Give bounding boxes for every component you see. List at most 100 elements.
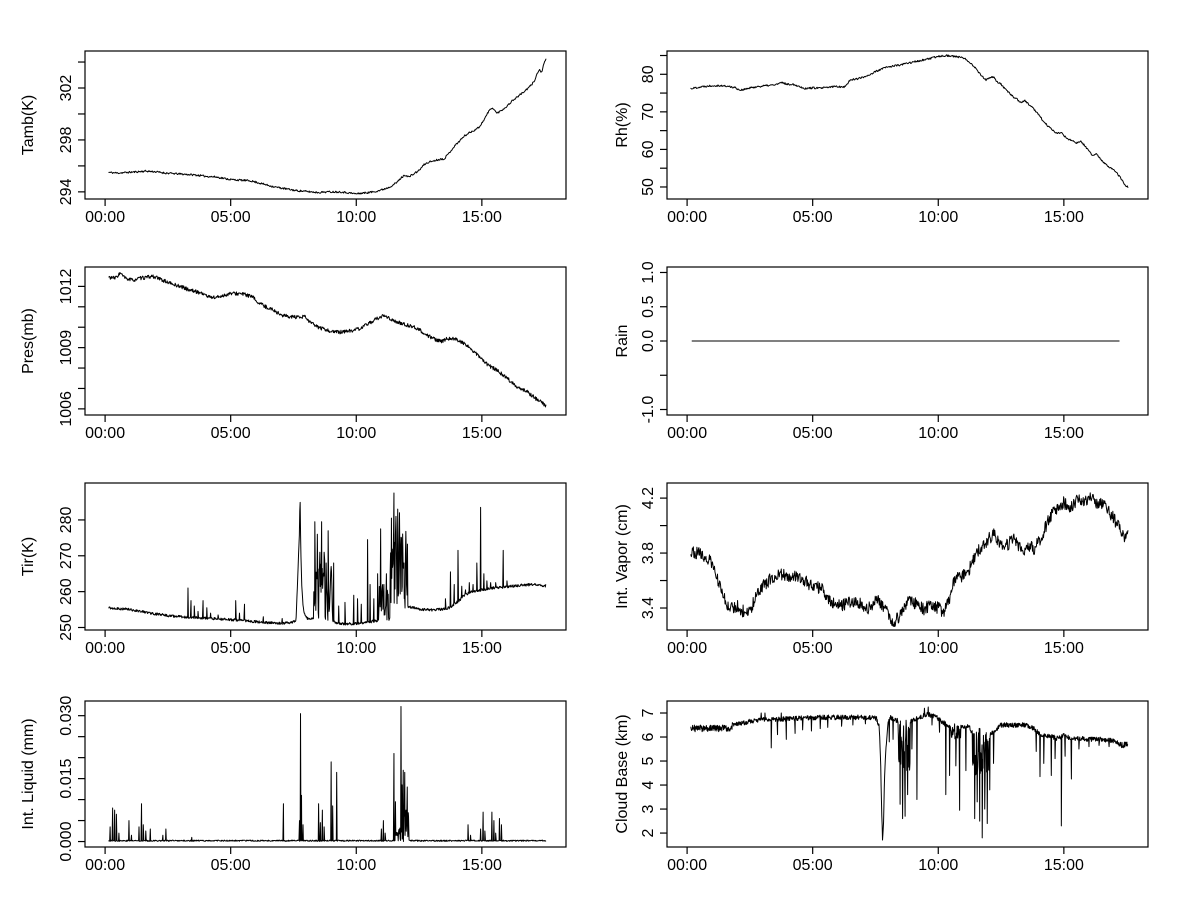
y-tick-label: 1009	[58, 330, 75, 366]
data-series-line	[690, 54, 1129, 188]
x-tick-label: 05:00	[211, 425, 251, 442]
y-tick-label: 80	[640, 65, 657, 83]
y-axis-title: Tamb(K)	[20, 95, 37, 155]
x-tick-label: 10:00	[918, 209, 958, 225]
x-tick-label: 15:00	[462, 857, 502, 874]
y-axis-title: Rh(%)	[614, 102, 631, 147]
x-tick-label: 00:00	[667, 209, 707, 225]
x-tick-label: 00:00	[667, 425, 707, 442]
x-tick-label: 05:00	[793, 857, 833, 874]
y-tick-label: 1012	[58, 268, 75, 304]
x-tick-label: 15:00	[1044, 857, 1084, 874]
panel-cloud-base: 00:00 05:00 10:00 15:00 2 3 4 5 6 7 Cloud Base (km…	[600, 675, 1200, 900]
x-tick-label: 15:00	[462, 209, 502, 225]
x-tick-label: 10:00	[918, 640, 958, 657]
cloud-base-km-plot: 00:00 05:00 10:00 15:00 2 3 4 5 6 7 Cloud Base (km…	[614, 700, 1149, 874]
x-tick-label: 10:00	[336, 640, 376, 657]
y-tick-label: 6	[640, 732, 657, 741]
x-tick-label: 00:00	[667, 640, 707, 657]
data-series-line	[108, 492, 547, 626]
y-tick-label: 3.8	[640, 542, 657, 564]
y-tick-label: 4.2	[640, 487, 657, 509]
data-series-line	[690, 492, 1129, 627]
x-tick-label: 05:00	[793, 425, 833, 442]
y-tick-label: 1.0	[640, 261, 657, 283]
x-tick-label: 15:00	[1044, 640, 1084, 657]
data-series-line	[690, 706, 1129, 841]
y-tick-label: 0.5	[640, 296, 657, 318]
x-tick-label: 10:00	[336, 857, 376, 874]
x-tick-label: 05:00	[211, 857, 251, 874]
plot-box	[84, 700, 567, 848]
y-axis-title: Pres(mb)	[20, 308, 37, 374]
panel-tir: 00:00 05:00 10:00 15:00 250 260 270 280 Tir(K)	[0, 450, 600, 675]
tamb-k-plot: 00:00 05:00 10:00 15:00 294 298 302 Tamb(K)	[20, 50, 567, 225]
panel-tamb: 00:00 05:00 10:00 15:00 294 298 302 Tamb(K)	[0, 0, 600, 225]
x-tick-label: 05:00	[211, 209, 251, 225]
y-axis-title: Cloud Base (km)	[614, 714, 631, 833]
y-axis-title: Rain	[614, 325, 631, 358]
x-tick-label: 05:00	[793, 209, 833, 225]
tir-k-plot: 00:00 05:00 10:00 15:00 250 260 270 280 Tir(K)	[20, 482, 567, 657]
x-tick-label: 05:00	[211, 640, 251, 657]
plot-box	[84, 482, 567, 631]
y-tick-label: 270	[58, 542, 75, 569]
y-tick-label: 7	[640, 708, 657, 717]
plot-box	[666, 482, 1149, 631]
plot-box	[84, 50, 567, 200]
y-tick-label: 302	[58, 75, 75, 102]
y-tick-label: 260	[58, 578, 75, 605]
y-tick-label: 1006	[58, 391, 75, 427]
x-tick-label: 00:00	[85, 209, 125, 225]
y-tick-label: 50	[640, 178, 657, 196]
x-tick-label: 00:00	[85, 425, 125, 442]
panel-pres: 00:00 05:00 10:00 15:00 1006 1009 1012 Pres(mb)	[0, 225, 600, 450]
panel-rain: 00:00 05:00 10:00 15:00 -1.0 0.0 0.5 1.0 Rain	[600, 225, 1200, 450]
y-tick-label: 4	[640, 780, 657, 789]
panel-int-liquid: 00:00 05:00 10:00 15:00 0.000 0.015 0.030 Int. …	[0, 675, 600, 900]
y-axis-title: Int. Liquid (mm)	[20, 718, 37, 829]
y-tick-label: 0.030	[58, 696, 75, 736]
x-tick-label: 10:00	[336, 209, 376, 225]
rain-plot: 00:00 05:00 10:00 15:00 -1.0 0.0 0.5 1.0 Rain	[614, 261, 1149, 442]
panel-rh: 00:00 05:00 10:00 15:00 50 60 70 80 Rh(%)	[600, 0, 1200, 225]
x-tick-label: 00:00	[85, 857, 125, 874]
y-tick-label: -1.0	[640, 396, 657, 424]
x-tick-label: 15:00	[462, 425, 502, 442]
plot-box	[666, 50, 1149, 200]
y-axis-title: Tir(K)	[20, 537, 37, 576]
y-tick-label: 70	[640, 103, 657, 121]
y-tick-label: 3	[640, 805, 657, 814]
x-tick-label: 05:00	[793, 640, 833, 657]
x-tick-label: 15:00	[1044, 425, 1084, 442]
y-tick-label: 0.015	[58, 758, 75, 798]
x-tick-label: 10:00	[336, 425, 376, 442]
plot-box	[84, 266, 567, 416]
x-tick-label: 00:00	[85, 640, 125, 657]
x-tick-label: 10:00	[918, 425, 958, 442]
int-liquid-mm-plot: 00:00 05:00 10:00 15:00 0.000 0.015 0.030 Int. …	[20, 696, 567, 874]
y-tick-label: 3.4	[640, 597, 657, 619]
y-tick-label: 280	[58, 506, 75, 533]
panel-int-vapor: 00:00 05:00 10:00 15:00 3.4 3.8 4.2 Int. Vapor …	[600, 450, 1200, 675]
x-tick-label: 00:00	[667, 857, 707, 874]
int-vapor-cm-plot: 00:00 05:00 10:00 15:00 3.4 3.8 4.2 Int. Vapor …	[614, 482, 1149, 657]
x-tick-label: 15:00	[1044, 209, 1084, 225]
x-tick-label: 15:00	[462, 640, 502, 657]
x-tick-label: 10:00	[918, 857, 958, 874]
y-axis-title: Int. Vapor (cm)	[614, 504, 631, 609]
pres-mb-plot: 00:00 05:00 10:00 15:00 1006 1009 1012 Pres(mb)	[20, 266, 567, 442]
y-tick-label: 5	[640, 756, 657, 765]
y-tick-label: 250	[58, 614, 75, 641]
y-tick-label: 294	[58, 178, 75, 205]
plot-box	[666, 700, 1149, 848]
data-series-line	[108, 272, 547, 408]
y-tick-label: 60	[640, 140, 657, 158]
data-series-line	[108, 58, 547, 195]
y-tick-label: 0.000	[58, 821, 75, 861]
data-series-line	[108, 705, 547, 842]
y-tick-label: 298	[58, 126, 75, 153]
rh-plot: 00:00 05:00 10:00 15:00 50 60 70 80 Rh(%)	[614, 50, 1149, 225]
y-tick-label: 0.0	[640, 330, 657, 352]
